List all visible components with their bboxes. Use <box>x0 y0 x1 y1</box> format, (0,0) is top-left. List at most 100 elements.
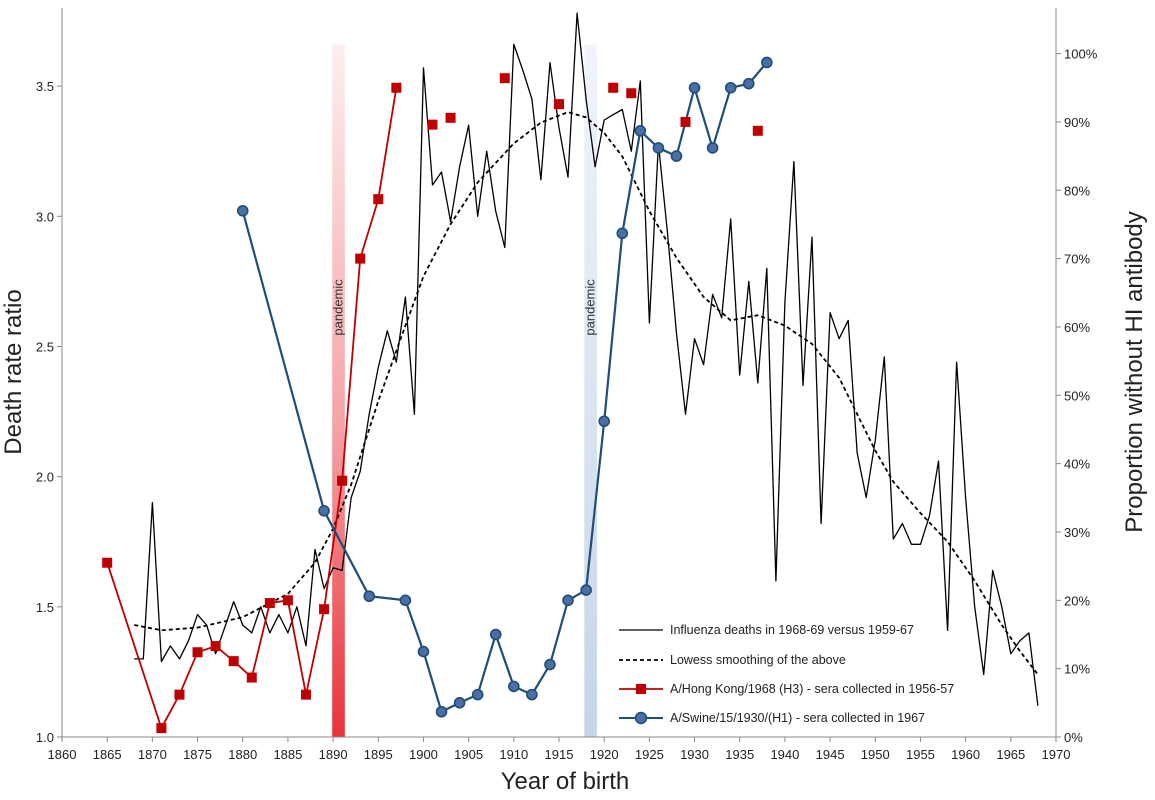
legend-label: A/Swine/15/1930/(H1) - sera collected in… <box>670 711 925 725</box>
x-tick-label: 1915 <box>545 747 574 762</box>
x-tick-label: 1940 <box>770 747 799 762</box>
swine-point <box>318 504 330 517</box>
swine-point <box>652 142 665 154</box>
swine-point <box>489 628 502 641</box>
hong-kong-point <box>680 116 691 127</box>
swine-point <box>399 594 412 607</box>
y-axis-left-title: Death rate ratio <box>0 289 27 454</box>
y-right-tick-label: 10% <box>1064 662 1090 677</box>
y-right-tick-label: 70% <box>1064 252 1090 267</box>
y-right-tick-label: 0% <box>1064 730 1083 745</box>
x-tick-label: 1875 <box>183 747 212 762</box>
swine-point <box>508 680 520 693</box>
legend-label: Influenza deaths in 1968-69 versus 1959-… <box>670 623 914 637</box>
x-axis-title: Year of birth <box>501 768 630 795</box>
y-right-tick-label: 60% <box>1064 320 1090 335</box>
swine-point <box>453 697 466 709</box>
legend-swatch-red-square <box>636 684 646 694</box>
swine-point <box>417 645 430 658</box>
y-axis-right-title: Proportion without HI antibody <box>1121 211 1148 533</box>
pandemic-label: pandemic <box>331 279 346 336</box>
x-tick-label: 1945 <box>816 747 845 762</box>
hong-kong-point <box>228 656 239 667</box>
series-line-swine <box>241 61 768 714</box>
x-tick-label: 1970 <box>1042 747 1071 762</box>
hong-kong-point <box>355 253 366 264</box>
x-tick-label: 1965 <box>996 747 1025 762</box>
x-tick-label: 1885 <box>273 747 302 762</box>
pandemic-band <box>332 44 345 737</box>
y-left-tick-label: 1.0 <box>36 730 54 745</box>
legend-label: Lowess smoothing of the above <box>670 653 846 667</box>
tick-labels: 1860 1865 1870 1875 1880 1885 1890 1895 1900 1905… <box>36 47 1098 762</box>
x-tick-label: 1870 <box>138 747 167 762</box>
x-tick-label: 1895 <box>364 747 393 762</box>
legend-label: A/Hong Kong/1968 (H3) - sera collected i… <box>670 682 954 696</box>
x-tick-label: 1865 <box>93 747 122 762</box>
hong-kong-point <box>319 604 330 615</box>
hong-kong-point <box>445 112 456 123</box>
series-line-influenza-deaths <box>134 12 1039 706</box>
swine-point <box>742 77 755 90</box>
x-tick-label: 1890 <box>319 747 348 762</box>
pandemic-label: pandemic <box>583 279 598 336</box>
hong-kong-point <box>337 475 348 486</box>
hong-kong-point <box>264 598 275 609</box>
series-line-lowess <box>134 111 1039 676</box>
x-tick-label: 1905 <box>454 747 483 762</box>
y-right-tick-label: 100% <box>1064 47 1098 62</box>
hong-kong-point <box>608 82 619 93</box>
hong-kong-point <box>192 647 203 658</box>
y-left-tick-label: 2.5 <box>36 339 54 354</box>
pandemic-band <box>584 44 597 737</box>
x-tick-label: 1960 <box>951 747 980 762</box>
swine-point <box>598 415 610 428</box>
x-tick-label: 1925 <box>635 747 664 762</box>
pandemic-bands: pandemic pandemic <box>331 44 598 737</box>
swine-point <box>471 688 484 701</box>
legend-item-hong-kong: A/Hong Kong/1968 (H3) - sera collected i… <box>619 682 954 696</box>
x-tick-label: 1880 <box>228 747 257 762</box>
hong-kong-point <box>246 672 257 683</box>
y-left-tick-label: 1.5 <box>36 600 54 615</box>
hong-kong-point <box>174 689 185 700</box>
x-tick-label: 1910 <box>499 747 528 762</box>
hong-kong-point <box>102 557 113 568</box>
hong-kong-point <box>499 73 510 84</box>
legend-item-lowess: Lowess smoothing of the above <box>619 653 846 667</box>
hong-kong-point <box>626 88 637 99</box>
y-left-tick-label: 3.5 <box>36 79 54 94</box>
hong-kong-point <box>210 641 221 652</box>
hong-kong-point <box>156 723 167 734</box>
x-tick-label: 1955 <box>906 747 935 762</box>
hong-kong-point <box>282 595 293 606</box>
hong-kong-point <box>752 125 763 136</box>
y-right-tick-label: 80% <box>1064 183 1090 198</box>
x-tick-label: 1930 <box>680 747 709 762</box>
hong-kong-point <box>373 194 384 205</box>
legend: Influenza deaths in 1968-69 versus 1959-… <box>619 623 954 725</box>
swine-point <box>724 81 737 94</box>
x-tick-label: 1900 <box>409 747 438 762</box>
hong-kong-point <box>300 689 311 700</box>
swine-point <box>562 594 574 607</box>
swine-point <box>435 705 448 718</box>
x-tick-label: 1860 <box>48 747 77 762</box>
x-tick-label: 1935 <box>725 747 754 762</box>
y-right-tick-label: 90% <box>1064 115 1090 130</box>
y-right-tick-label: 40% <box>1064 457 1090 472</box>
swine-point <box>526 688 538 701</box>
hong-kong-point <box>427 119 438 130</box>
x-tick-label: 1950 <box>861 747 890 762</box>
y-right-tick-label: 30% <box>1064 525 1090 540</box>
y-left-tick-label: 3.0 <box>36 209 54 224</box>
swine-point <box>670 150 683 162</box>
swine-point <box>363 590 376 603</box>
markers <box>102 56 773 734</box>
swine-point <box>634 125 647 137</box>
swine-point <box>580 584 592 596</box>
swine-point <box>706 142 719 154</box>
hong-kong-point <box>391 82 402 93</box>
series <box>106 12 1039 731</box>
